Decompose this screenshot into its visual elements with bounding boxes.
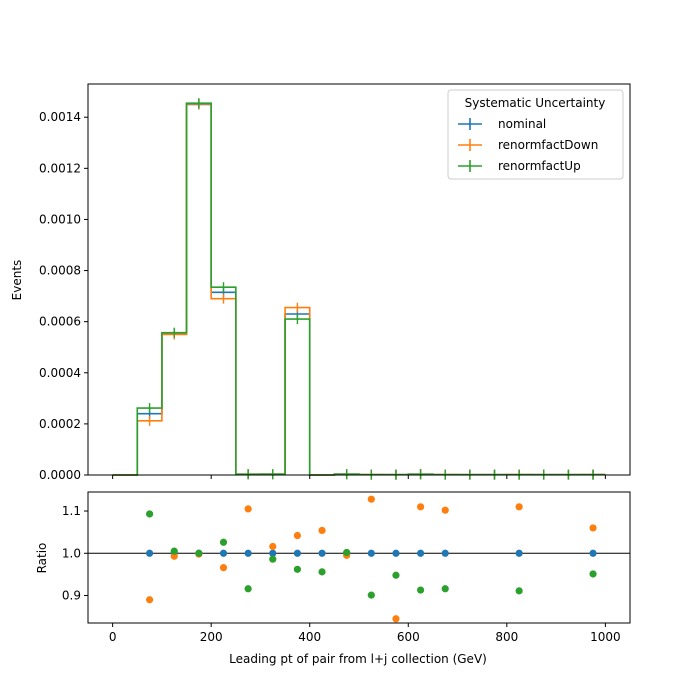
ratio-point-renormfactDown [219,564,228,572]
legend: Systematic Uncertainty nominal renormfact… [447,89,624,180]
ratio-point-renormfactUp [343,548,351,557]
x-tick-label: 800 [495,630,518,644]
ratio-point-renormfactUp [416,586,425,594]
main-y-tick-label: 0.0002 [39,417,81,431]
x-tick-label: 1000 [590,630,621,644]
ratio-point-nominal [244,549,252,557]
ratio-point-renormfactDown [515,503,523,511]
x-tick-label: 600 [397,630,420,644]
ratio-point-nominal [269,549,277,557]
legend-label-renormfactDown: renormfactDown [498,138,598,152]
ratio-point-nominal [441,549,449,557]
ratio-point-nominal [145,549,154,557]
ratio-points-layer [145,495,597,623]
ratio-point-renormfactUp [219,538,228,546]
main-panel: 0.0000 0.0002 0.0004 0.0006 0.0008 0.0010 0.00… [10,83,631,482]
x-tick-label: 200 [200,630,223,644]
main-y-tick-label: 0.0004 [39,366,81,380]
ratio-point-renormfactUp [441,585,449,593]
ratio-point-renormfactUp [145,510,154,518]
ratio-point-renormfactDown [293,531,302,540]
ratio-point-nominal [293,549,302,557]
ratio-point-renormfactDown [244,505,252,513]
ratio-point-renormfactDown [367,495,375,503]
x-tick-label: 0 [109,630,117,644]
ratio-point-renormfactDown [145,596,154,604]
ratio-point-renormfactUp [269,555,277,563]
ratio-point-renormfactDown [416,503,425,511]
ratio-point-nominal [416,549,425,557]
ratio-point-renormfactDown [392,615,400,623]
ratio-point-nominal [515,549,523,557]
main-y-tick-label: 0.0012 [39,161,81,175]
legend-title: Systematic Uncertainty [465,96,606,110]
ratio-point-nominal [318,549,326,557]
ratio-point-renormfactDown [589,524,597,532]
ratio-point-renormfactUp [195,549,203,557]
legend-label-renormfactUp: renormfactUp [498,159,581,173]
ratio-point-renormfactUp [589,570,597,578]
legend-entries: nominal renormfactDown renormfactUp [458,117,598,173]
main-y-tick-label: 0.0014 [39,110,81,124]
x-tick-label: 400 [298,630,321,644]
ratio-point-nominal [219,549,228,557]
ratio-axes-frame [87,491,631,624]
main-x-ticks [112,475,606,479]
main-y-ticks: 0.0000 0.0002 0.0004 0.0006 0.0008 0.0010 0.00… [39,110,88,482]
ratio-point-renormfactDown [170,552,178,560]
ratio-panel: 0 200 400 600 800 1000 0.9 1.0 1.1 Ratio Leadin… [35,491,631,666]
legend-label-nominal: nominal [498,117,546,131]
main-y-tick-label: 0.0006 [39,315,81,329]
ratio-x-ticks: 0 200 400 600 800 1000 [109,623,621,644]
main-y-axis-label: Events [10,260,24,301]
x-axis-label: Leading pt of pair from l+j collection (… [229,652,487,666]
legend-box [447,89,624,180]
ratio-point-renormfactUp [392,571,400,579]
ratio-point-renormfactUp [318,568,326,576]
ratio-y-ticks: 0.9 1.0 1.1 [62,504,88,603]
ratio-point-renormfactDown [441,506,449,514]
ratio-point-renormfactUp [170,547,178,555]
ratio-point-renormfactUp [293,565,302,573]
ratio-point-renormfactDown [318,526,326,535]
ratio-y-tick-label: 1.1 [62,504,81,518]
ratio-point-renormfactUp [515,587,523,595]
ratio-point-renormfactUp [367,591,375,599]
ratio-point-renormfactDown [269,542,277,551]
ratio-y-tick-label: 0.9 [62,589,81,603]
ratio-point-nominal [392,549,400,557]
main-y-tick-label: 0.0008 [39,264,81,278]
main-y-tick-label: 0.0000 [39,468,81,482]
ratio-point-nominal [367,549,375,557]
main-y-tick-label: 0.0010 [39,212,81,226]
main-axes-frame [87,83,631,476]
ratio-point-renormfactUp [244,585,252,593]
ratio-point-nominal [589,549,597,557]
ratio-y-axis-label: Ratio [35,543,49,574]
ratio-y-tick-label: 1.0 [62,546,81,560]
